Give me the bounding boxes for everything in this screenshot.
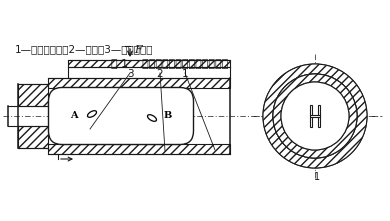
Text: 3: 3 [127, 69, 133, 79]
Circle shape [263, 64, 367, 168]
Text: F: F [134, 45, 142, 55]
Bar [310, 105, 312, 127]
Circle shape [281, 82, 349, 150]
Wedge shape [273, 74, 357, 158]
Bar [48, 144, 230, 154]
Text: 2: 2 [157, 69, 163, 79]
Wedge shape [263, 64, 367, 168]
Bar [318, 105, 320, 127]
Bar [18, 84, 48, 106]
Text: A: A [70, 112, 78, 120]
Circle shape [273, 74, 357, 158]
FancyBboxPatch shape [48, 88, 193, 145]
Text: B: B [164, 112, 172, 120]
Bar [48, 78, 230, 88]
Text: 1: 1 [314, 172, 320, 182]
Bar [310, 115, 320, 117]
Text: 1—应变弹性体；2—套筒；3—电阻应变片: 1—应变弹性体；2—套筒；3—电阻应变片 [15, 44, 154, 54]
Bar [68, 60, 230, 67]
Text: 图 1    电阻应变式称重传感器结构图: 图 1 电阻应变式称重传感器结构图 [112, 58, 229, 68]
Text: 1: 1 [182, 69, 188, 79]
Bar [18, 126, 48, 148]
